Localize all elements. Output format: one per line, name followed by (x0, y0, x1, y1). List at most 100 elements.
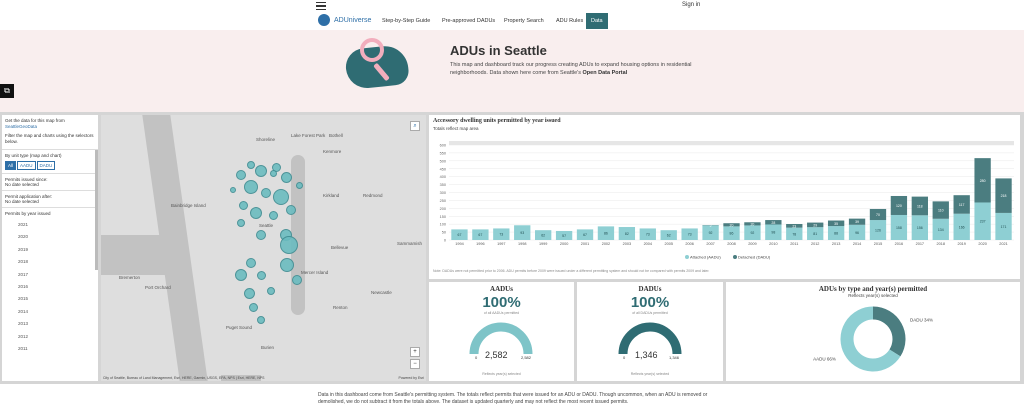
application-after-section[interactable]: Permit application after: No date select… (2, 190, 98, 207)
adu-map[interactable]: Shoreline Lake Forest Park Bothell Kenmo… (101, 115, 426, 381)
dadu-bar[interactable] (765, 220, 782, 225)
permit-cluster[interactable] (268, 210, 278, 220)
dadu-bar[interactable] (848, 218, 866, 225)
year-option[interactable]: 2012 (18, 333, 29, 339)
permit-cluster[interactable] (256, 270, 266, 280)
permit-cluster[interactable] (267, 287, 275, 295)
aadu-bar[interactable] (932, 218, 949, 240)
map-search-icon[interactable]: ⌕ (410, 121, 420, 131)
dadu-bar[interactable] (807, 222, 824, 228)
dadu-bar[interactable] (786, 224, 803, 228)
permit-cluster[interactable] (236, 170, 246, 180)
year-option[interactable]: 2020 (18, 234, 29, 240)
aadu-bar[interactable] (597, 226, 615, 240)
aadu-bar[interactable] (451, 229, 468, 240)
aadu-bar[interactable] (807, 227, 824, 240)
sign-in-link[interactable]: Sign in (682, 2, 701, 8)
dadu-bar[interactable] (932, 201, 949, 219)
dadu-bar[interactable] (974, 158, 991, 203)
open-data-link[interactable]: Open Data Portal (582, 70, 628, 76)
aadu-bar[interactable] (953, 213, 970, 240)
nav-data[interactable]: Data (586, 13, 608, 29)
permit-cluster[interactable] (269, 169, 277, 177)
dadu-bar[interactable] (890, 195, 908, 215)
dadu-bar[interactable] (953, 195, 970, 214)
aadu-bar[interactable] (723, 226, 740, 240)
aadu-bar[interactable] (890, 214, 908, 240)
seattle-geodata-link[interactable]: SeattleGeoData (5, 124, 38, 129)
year-option[interactable]: 2014 (18, 308, 29, 314)
year-option[interactable]: 2018 (18, 259, 29, 265)
donut-slice[interactable] (840, 306, 901, 372)
year-option[interactable]: 2021 (18, 222, 29, 227)
aadu-bar[interactable] (848, 224, 866, 240)
dadu-bar[interactable] (911, 196, 928, 216)
menu-icon[interactable] (316, 2, 326, 10)
permit-cluster[interactable] (250, 207, 262, 219)
aadu-bar[interactable] (514, 225, 531, 240)
permit-cluster[interactable] (286, 205, 296, 215)
permit-cluster[interactable] (280, 171, 292, 183)
permit-cluster[interactable] (295, 181, 303, 189)
dadu-bar[interactable] (827, 220, 845, 227)
permit-cluster[interactable] (247, 161, 255, 169)
aadu-bar[interactable] (660, 230, 677, 240)
permit-cluster[interactable] (257, 316, 265, 324)
legend-label[interactable]: Attached (AADU) (690, 255, 721, 260)
aadu-bar[interactable] (472, 229, 489, 240)
unit-dadu-button[interactable]: DADU (36, 161, 56, 170)
permit-cluster[interactable] (280, 236, 298, 254)
permit-cluster[interactable] (246, 258, 256, 268)
permit-cluster[interactable] (255, 165, 267, 177)
year-option[interactable]: 2013 (18, 321, 29, 327)
permit-cluster[interactable] (280, 258, 294, 272)
permit-cluster[interactable] (261, 188, 271, 198)
permit-cluster[interactable] (248, 302, 258, 312)
year-option[interactable]: 2015 (18, 296, 29, 302)
nav-property-search[interactable]: Property Search (504, 18, 544, 24)
unit-all-button[interactable]: All (5, 161, 17, 170)
aadu-bar[interactable] (911, 215, 928, 240)
aadu-bar[interactable] (681, 228, 698, 240)
aadu-bar[interactable] (869, 220, 887, 240)
nav-step-by-step[interactable]: Step-by-Step Guide (382, 18, 431, 24)
permit-cluster[interactable] (273, 189, 289, 205)
permit-cluster[interactable] (292, 275, 302, 285)
unit-aadu-button[interactable]: AADU (17, 161, 36, 170)
permit-cluster[interactable] (256, 230, 266, 240)
dadu-bar[interactable] (869, 208, 887, 221)
zoom-in-button[interactable]: + (410, 347, 420, 357)
aadu-bar[interactable] (535, 230, 552, 240)
permit-cluster[interactable] (230, 187, 236, 193)
dadu-bar[interactable] (723, 223, 740, 227)
permit-cluster[interactable] (238, 200, 248, 210)
aadu-bar[interactable] (555, 230, 573, 240)
year-option[interactable]: 2017 (18, 271, 29, 277)
year-option[interactable]: 2019 (18, 246, 29, 252)
dadu-bar[interactable] (744, 222, 761, 226)
aadu-bar[interactable] (786, 227, 803, 240)
legend-label[interactable]: Detached (DADU) (738, 255, 771, 260)
aadu-bar[interactable] (744, 225, 761, 240)
aadu-bar[interactable] (827, 226, 845, 240)
sidebar-scrollbar[interactable] (95, 150, 98, 270)
permit-cluster[interactable] (235, 269, 247, 281)
zoom-out-button[interactable]: − (410, 359, 420, 369)
permit-cluster[interactable] (244, 180, 258, 194)
year-option[interactable]: 2016 (18, 283, 29, 289)
aadu-bar[interactable] (493, 228, 510, 240)
brand-name[interactable]: ADUniverse (334, 17, 372, 24)
donut-slice[interactable] (872, 306, 906, 357)
nav-pre-approved-dadus[interactable]: Pre-approved DADUs (442, 18, 496, 24)
aadu-bar[interactable] (576, 229, 594, 240)
aadu-bar[interactable] (974, 202, 991, 240)
aadu-bar[interactable] (639, 228, 656, 240)
fullscreen-icon[interactable]: ⧉ (0, 84, 14, 98)
aduniverse-logo[interactable] (318, 14, 330, 26)
aadu-bar[interactable] (618, 227, 636, 240)
issued-since-section[interactable]: Permits issued since: No date selected (2, 173, 98, 190)
permit-cluster[interactable] (237, 219, 245, 227)
nav-adu-rules[interactable]: ADU Rules (556, 18, 584, 24)
dadu-bar[interactable] (995, 178, 1012, 213)
aadu-bar[interactable] (765, 224, 782, 240)
